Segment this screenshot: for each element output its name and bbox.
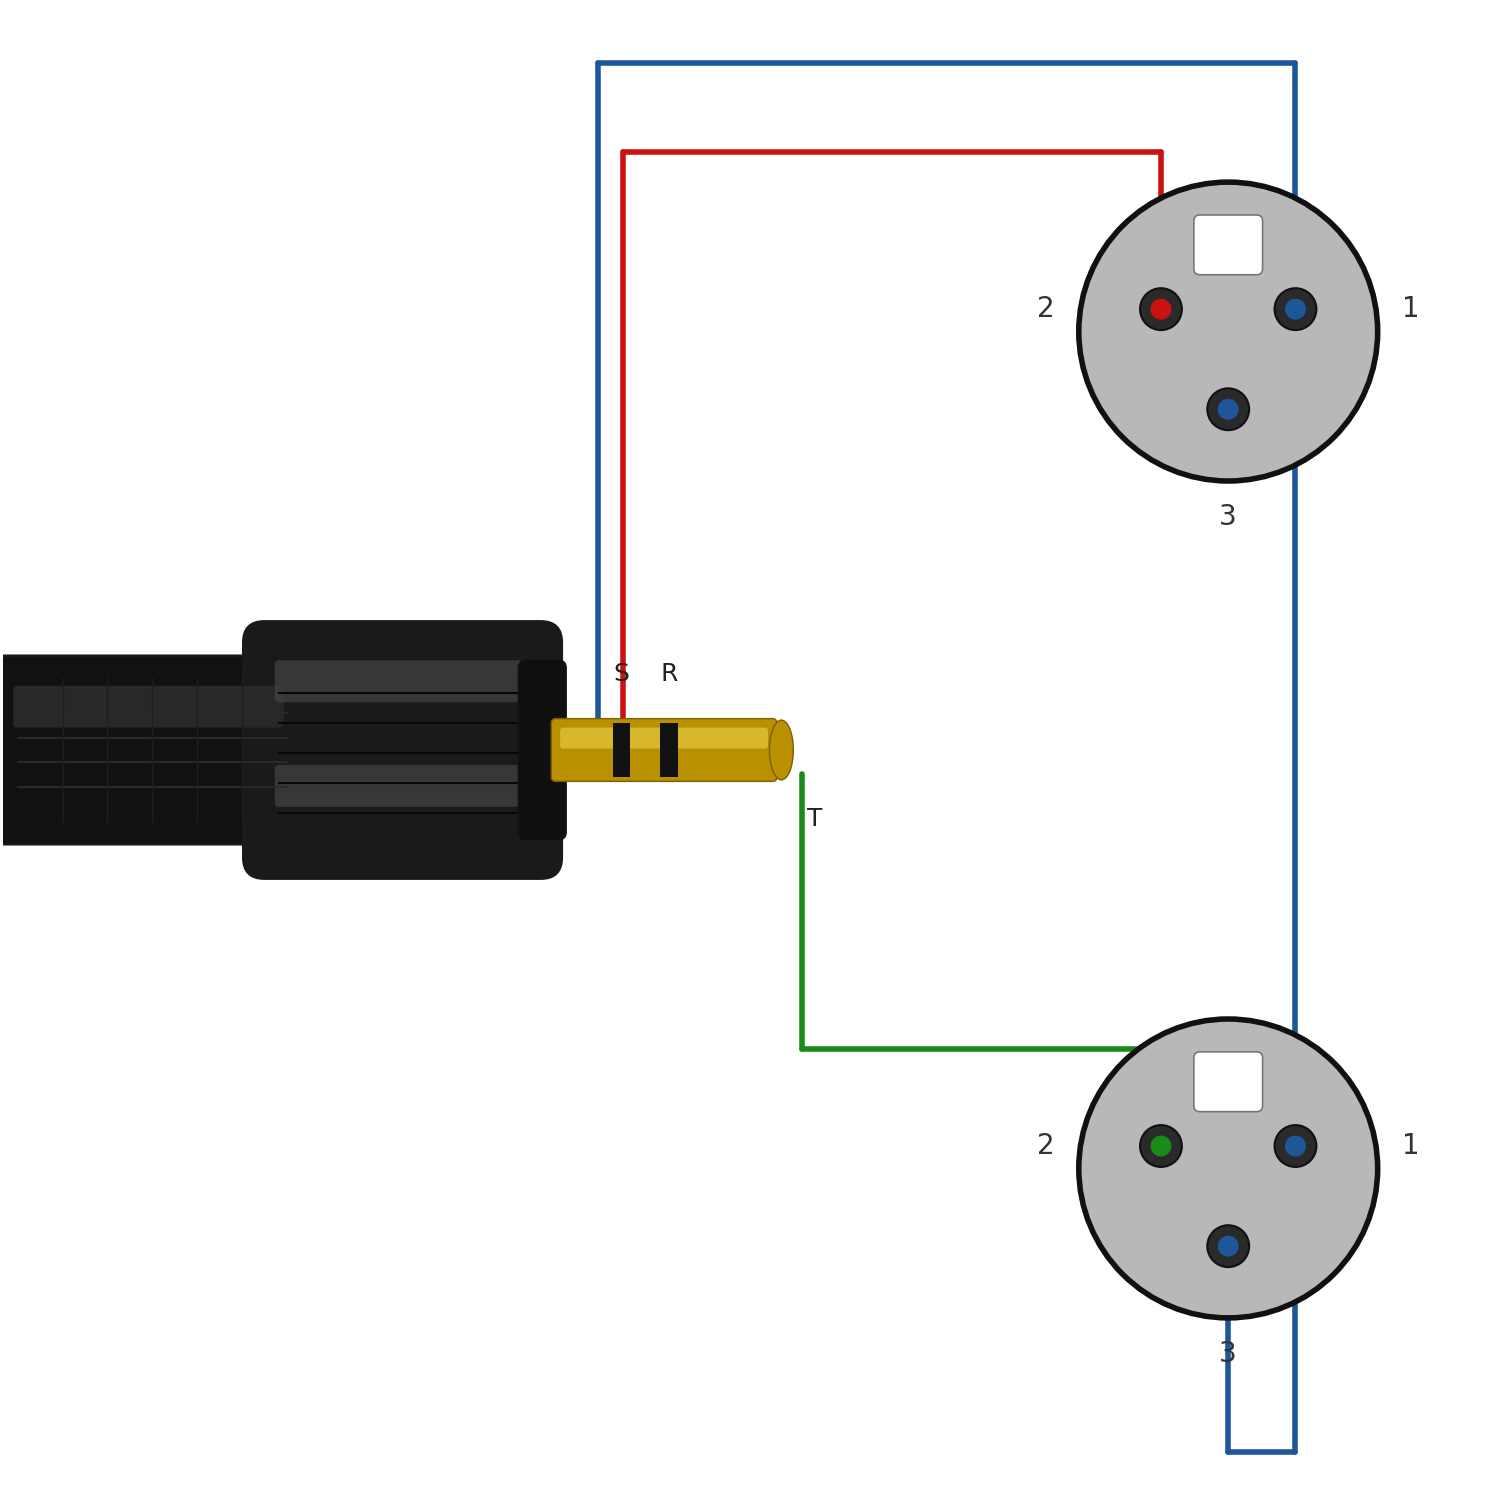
FancyBboxPatch shape: [274, 660, 524, 702]
Circle shape: [1286, 298, 1306, 320]
Circle shape: [1150, 298, 1172, 320]
FancyBboxPatch shape: [243, 621, 561, 879]
Text: 1: 1: [1401, 296, 1419, 322]
Ellipse shape: [770, 720, 794, 780]
FancyBboxPatch shape: [274, 765, 524, 807]
FancyBboxPatch shape: [560, 728, 768, 748]
Circle shape: [1140, 1125, 1182, 1167]
Circle shape: [1150, 1136, 1172, 1156]
Circle shape: [1275, 1125, 1317, 1167]
FancyBboxPatch shape: [550, 718, 777, 782]
FancyBboxPatch shape: [1194, 214, 1263, 274]
FancyBboxPatch shape: [519, 660, 566, 840]
Text: 2: 2: [1036, 296, 1054, 322]
Circle shape: [1078, 182, 1377, 482]
FancyBboxPatch shape: [0, 656, 306, 844]
Circle shape: [1140, 288, 1182, 330]
Text: 2: 2: [1036, 1132, 1054, 1160]
Circle shape: [1208, 1226, 1249, 1268]
Text: 3: 3: [1220, 504, 1238, 531]
Bar: [612, 723, 630, 777]
Circle shape: [1218, 399, 1239, 420]
Text: S: S: [614, 662, 630, 686]
Circle shape: [1275, 288, 1317, 330]
FancyBboxPatch shape: [13, 686, 284, 728]
Circle shape: [1208, 388, 1249, 430]
Text: R: R: [660, 662, 678, 686]
Text: T: T: [807, 807, 822, 831]
Text: 3: 3: [1220, 1341, 1238, 1368]
Circle shape: [1218, 1236, 1239, 1257]
Text: 1: 1: [1401, 1132, 1419, 1160]
FancyBboxPatch shape: [1194, 1052, 1263, 1112]
Circle shape: [1286, 1136, 1306, 1156]
Bar: [660, 723, 678, 777]
Circle shape: [1078, 1019, 1377, 1318]
